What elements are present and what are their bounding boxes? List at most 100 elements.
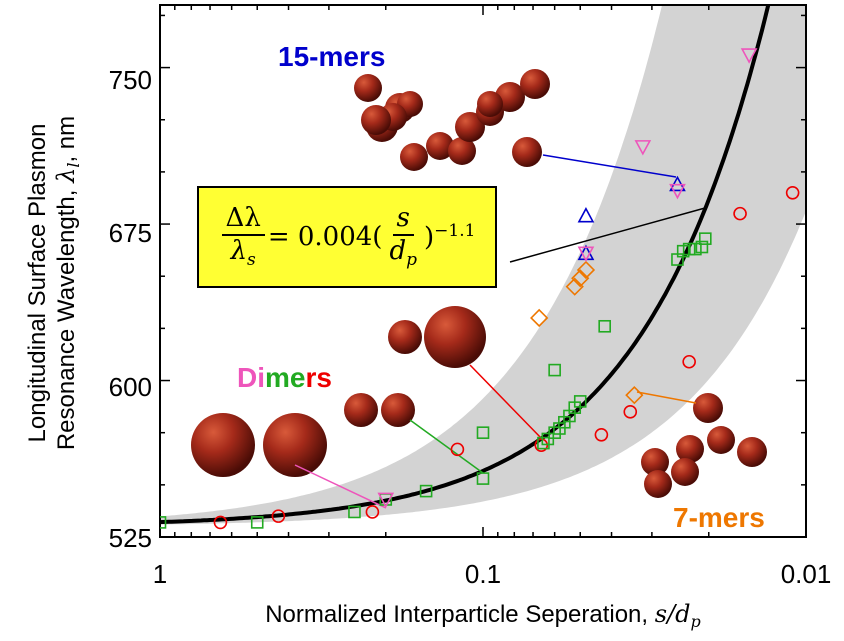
data-point-circle [450, 442, 465, 457]
x-tick-label-0.01: 0.01 [781, 559, 832, 589]
label-15-mers: 15-mers [278, 41, 385, 72]
connector-dimer-small [294, 464, 387, 509]
data-point-triangle-up [577, 207, 595, 223]
data-point-diamond [571, 269, 590, 288]
nanoparticle-sphere [520, 69, 550, 99]
eq-coefficient: = 0.004( [267, 222, 383, 252]
data-point-square [689, 242, 702, 256]
data-point-triangle-down [669, 183, 686, 200]
data-point-square [699, 232, 712, 245]
data-point-circle [785, 185, 800, 200]
equation-box: Δλ λs = 0.004( s dp )−1.1 [197, 186, 497, 288]
data-point-square [695, 240, 709, 254]
y-axis-title-unit: , nm [53, 116, 80, 163]
data-point-circle [623, 405, 638, 419]
nanoparticle-sphere [477, 91, 503, 117]
nanoparticle-sphere [263, 413, 327, 477]
axis-ticks [159, 5, 807, 538]
eq-exponent: −1.1 [434, 221, 476, 242]
nanoparticle-illustrations [191, 69, 767, 498]
y-tick-label-525: 525 [109, 523, 152, 553]
label-dimers: Dimers [237, 362, 332, 393]
data-point-circle [213, 515, 228, 530]
data-point-square [348, 505, 361, 519]
nanoparticle-sphere [671, 458, 699, 486]
eq-rhs-den-sub: p [406, 250, 417, 271]
y-axis-title-text: Resonance Wavelength, [53, 183, 80, 450]
data-point-square [476, 426, 490, 439]
data-point-square [250, 516, 264, 529]
nanoparticle-sphere [426, 132, 454, 160]
connector-15mers [542, 154, 677, 178]
y-tick-label-675: 675 [109, 218, 152, 248]
data-point-square [598, 319, 611, 333]
eq-lhs-den-main: λ [230, 235, 248, 266]
y-axis-title-sub: l [64, 163, 83, 168]
eq-rhs-fraction: s dp [385, 204, 421, 269]
eq-rhs-den-main: d [389, 235, 407, 266]
y-tick-label-600: 600 [109, 372, 152, 402]
data-markers [160, 48, 800, 530]
x-axis-title: Normalized Interparticle Seperation, s/d… [265, 600, 701, 631]
data-point-diamond [565, 277, 584, 296]
y-axis-title-math: λ [52, 168, 80, 184]
eq-lhs-fraction: Δλ λs [221, 204, 265, 270]
nanoparticle-sphere [512, 137, 542, 167]
data-point-circle [733, 206, 747, 221]
label-dimers-part2: me [265, 362, 305, 393]
nanoparticle-sphere [693, 393, 723, 423]
nanoparticle-sphere [354, 74, 382, 102]
data-point-square [419, 484, 433, 498]
data-point-circle [271, 509, 286, 523]
data-point-square [537, 436, 550, 450]
data-point-diamond [530, 308, 549, 328]
data-point-diamond [625, 386, 644, 405]
eq-close-paren: ) [424, 222, 435, 253]
eq-lhs-den: λs [227, 236, 260, 270]
x-axis-title-text: Normalized Interparticle Seperation, [265, 601, 655, 628]
nanoparticle-sphere [361, 105, 391, 135]
nanoparticle-sphere [424, 306, 486, 368]
connector-7mers [636, 391, 697, 404]
nanoparticle-sphere [400, 143, 428, 171]
connector-equation [509, 207, 706, 263]
label-7-mers: 7-mers [673, 502, 765, 533]
data-point-circle [365, 505, 380, 519]
data-point-square [548, 363, 561, 377]
data-point-triangle-down [634, 140, 652, 156]
nanoparticle-sphere [737, 437, 767, 467]
eq-rhs-den: dp [385, 236, 421, 270]
confidence-band [160, 5, 806, 525]
eq-rhs-num: s [392, 204, 414, 236]
x-axis-title-sub: p [691, 612, 701, 631]
data-point-triangle-down [740, 48, 758, 64]
connector-dimer-large [469, 364, 544, 441]
y-axis-title-line2: Resonance Wavelength, λl, nm [52, 116, 83, 450]
nanoparticle-sphere [707, 426, 735, 454]
data-point-square [160, 516, 167, 529]
x-tick-label-0.1: 0.1 [465, 559, 501, 589]
nanoparticle-sphere [191, 413, 255, 477]
nanoparticle-sphere [388, 320, 422, 354]
eq-lhs-num: Δλ [221, 204, 265, 236]
eq-lhs-den-sub: s [247, 250, 256, 271]
data-point-triangle-down [377, 492, 395, 509]
connector-lines [294, 154, 706, 509]
fit-curve-path [160, 5, 771, 525]
band-area [160, 5, 806, 525]
nanoparticle-sphere [641, 448, 669, 476]
nanoparticle-sphere [344, 393, 378, 427]
nanoparticle-sphere [455, 112, 485, 142]
data-point-square [573, 395, 587, 408]
connector-dimer-medium [409, 419, 484, 474]
data-point-triangle-down [577, 246, 595, 262]
nanoparticle-sphere [644, 470, 672, 498]
data-point-circle [594, 427, 609, 442]
label-dimers-part1: Di [237, 362, 265, 393]
eq-exponent-part: )−1.1 [424, 221, 475, 253]
data-point-circle [682, 354, 696, 369]
label-dimers-part3: rs [305, 362, 331, 393]
x-axis-title-math: s/d [655, 600, 691, 628]
y-axis-title: Longitudinal Surface Plasmon Resonance W… [24, 116, 83, 450]
